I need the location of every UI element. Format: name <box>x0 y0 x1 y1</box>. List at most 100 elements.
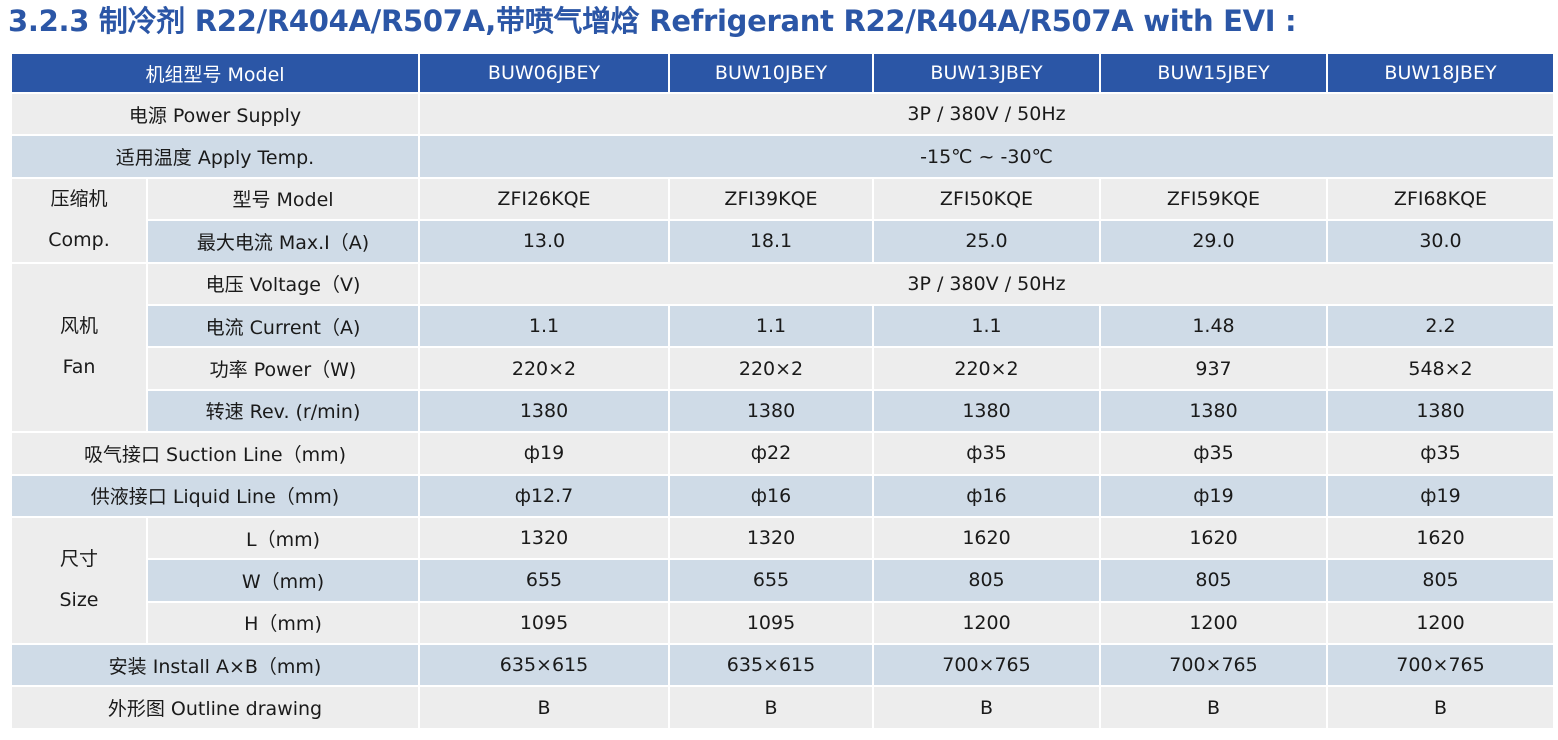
row-label: 转速 Rev. (r/min) <box>146 388 420 434</box>
model-header-cell: BUW18JBEY <box>1326 52 1555 94</box>
cell: 1380 <box>1326 388 1555 434</box>
cell: 1095 <box>418 600 670 646</box>
cell: B <box>418 685 670 730</box>
cell: ф35 <box>1099 431 1328 476</box>
compressor-max-current-row: 最大电流 Max.I（A) 13.0 18.1 25.0 29.0 30.0 <box>11 219 1555 264</box>
power-supply-row: 电源 Power Supply 3P / 380V / 50Hz <box>10 91 1555 137</box>
row-label: 最大电流 Max.I（A) <box>146 219 420 264</box>
cell: ф16 <box>668 473 874 518</box>
cell: 655 <box>418 558 670 603</box>
cell: ZFI39KQE <box>668 176 874 222</box>
cell: 29.0 <box>1099 219 1328 264</box>
cell: 1380 <box>1099 388 1328 434</box>
model-header-cell: BUW13JBEY <box>872 52 1101 94</box>
row-value: -15℃ ~ -30℃ <box>418 134 1555 179</box>
cell: 220×2 <box>668 346 874 391</box>
cell: 1.1 <box>668 303 874 349</box>
cell: B <box>872 685 1101 730</box>
cell: ф19 <box>418 431 670 476</box>
group-label-en: Fan <box>62 356 96 379</box>
size-group-label: 尺寸 Size <box>10 515 148 646</box>
cell: 655 <box>668 558 874 603</box>
apply-temp-row: 适用温度 Apply Temp. -15℃ ~ -30℃ <box>10 134 1555 179</box>
row-label: 适用温度 Apply Temp. <box>10 134 420 179</box>
row-value: 3P / 380V / 50Hz <box>418 91 1555 137</box>
row-label: 供液接口 Liquid Line（mm) <box>10 473 420 518</box>
row-value: 3P / 380V / 50Hz <box>418 261 1555 306</box>
cell: 937 <box>1099 346 1328 391</box>
cell: 805 <box>1326 558 1555 603</box>
liquid-line-row: 供液接口 Liquid Line（mm) ф12.7 ф16 ф16 ф19 ф… <box>10 473 1555 518</box>
cell: 1380 <box>668 388 874 434</box>
row-label: 吸气接口 Suction Line（mm) <box>10 431 420 476</box>
cell: 1200 <box>1099 600 1328 646</box>
row-label: 安装 Install A×B（mm) <box>10 643 420 688</box>
group-label-cn: 风机 <box>59 315 98 338</box>
cell: 220×2 <box>418 346 670 391</box>
cell: 635×615 <box>668 643 874 688</box>
cell: 1.1 <box>872 303 1101 349</box>
model-header-cell: BUW15JBEY <box>1099 52 1328 94</box>
cell: 700×765 <box>872 643 1101 688</box>
cell: 700×765 <box>1099 643 1328 688</box>
cell: B <box>668 685 874 730</box>
cell: 805 <box>872 558 1101 603</box>
cell: 1620 <box>872 515 1101 561</box>
row-label: 电源 Power Supply <box>10 91 420 137</box>
row-label: W（mm) <box>146 558 420 603</box>
row-label: L（mm) <box>146 515 420 561</box>
outline-row: 外形图 Outline drawing B B B B B <box>10 685 1555 730</box>
cell: ф16 <box>872 473 1101 518</box>
compressor-group-label: 压缩机 Comp. <box>10 176 148 264</box>
row-label: 外形图 Outline drawing <box>10 685 420 730</box>
compressor-model-row: 压缩机 Comp. 型号 Model ZFI26KQE ZFI39KQE ZFI… <box>10 176 1555 264</box>
size-l-row: 尺寸 Size L（mm) 1320 1320 1620 1620 1620 <box>10 515 1555 646</box>
cell: 1.1 <box>418 303 670 349</box>
cell: ф19 <box>1099 473 1328 518</box>
cell: 1380 <box>872 388 1101 434</box>
model-header-label: 机组型号 Model <box>10 52 420 94</box>
cell: 1320 <box>668 515 874 561</box>
cell: 1.48 <box>1099 303 1328 349</box>
cell: B <box>1326 685 1555 730</box>
cell: ф35 <box>1326 431 1555 476</box>
group-label-en: Comp. <box>48 229 110 252</box>
cell: 635×615 <box>418 643 670 688</box>
cell: ZFI68KQE <box>1326 176 1555 222</box>
group-label-cn: 压缩机 <box>50 188 108 211</box>
fan-current-row: 电流 Current（A) 1.1 1.1 1.1 1.48 2.2 <box>11 303 1555 349</box>
fan-group-label: 风机 Fan <box>10 261 148 434</box>
cell: 30.0 <box>1326 219 1555 264</box>
cell: 220×2 <box>872 346 1101 391</box>
cell: 2.2 <box>1326 303 1555 349</box>
size-w-row: W（mm) 655 655 805 805 805 <box>11 558 1555 603</box>
cell: 805 <box>1099 558 1328 603</box>
fan-voltage-row: 风机 Fan 电压 Voltage（V) 3P / 380V / 50Hz <box>10 261 1555 434</box>
cell: 1200 <box>1326 600 1555 646</box>
page-title: 3.2.3 制冷剂 R22/R404A/R507A,带喷气增焓 Refriger… <box>8 4 1297 38</box>
cell: ф19 <box>1326 473 1555 518</box>
cell: 1320 <box>418 515 670 561</box>
cell: ZFI50KQE <box>872 176 1101 222</box>
cell: 548×2 <box>1326 346 1555 391</box>
size-h-row: H（mm) 1095 1095 1200 1200 1200 <box>11 600 1555 646</box>
cell: ZFI59KQE <box>1099 176 1328 222</box>
row-label: 型号 Model <box>146 176 420 222</box>
row-label: H（mm) <box>146 600 420 646</box>
cell: ф12.7 <box>418 473 670 518</box>
suction-line-row: 吸气接口 Suction Line（mm) ф19 ф22 ф35 ф35 ф3… <box>10 431 1555 476</box>
cell: 13.0 <box>418 219 670 264</box>
cell: 1200 <box>872 600 1101 646</box>
fan-power-row: 功率 Power（W) 220×2 220×2 220×2 937 548×2 <box>11 346 1555 391</box>
install-row: 安装 Install A×B（mm) 635×615 635×615 700×7… <box>10 643 1555 688</box>
cell: 18.1 <box>668 219 874 264</box>
header-row: 机组型号 Model BUW06JBEY BUW10JBEY BUW13JBEY… <box>10 52 1555 94</box>
row-label: 功率 Power（W) <box>146 346 420 391</box>
spec-table: 机组型号 Model BUW06JBEY BUW10JBEY BUW13JBEY… <box>10 52 1555 730</box>
fan-rev-row: 转速 Rev. (r/min) 1380 1380 1380 1380 1380 <box>11 388 1555 434</box>
model-header-cell: BUW10JBEY <box>668 52 874 94</box>
cell: 1095 <box>668 600 874 646</box>
row-label: 电压 Voltage（V) <box>146 261 420 306</box>
cell: 700×765 <box>1326 643 1555 688</box>
cell: 1620 <box>1099 515 1328 561</box>
